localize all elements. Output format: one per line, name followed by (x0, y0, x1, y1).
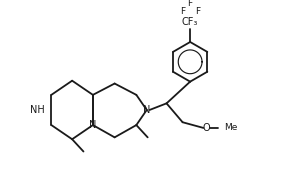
Text: F: F (195, 7, 200, 16)
Text: F: F (180, 7, 185, 16)
Text: O: O (202, 123, 210, 133)
Text: F: F (188, 0, 193, 8)
Text: Me: Me (224, 123, 237, 132)
Text: N: N (143, 105, 151, 115)
Text: N: N (89, 120, 97, 130)
Text: NH: NH (30, 105, 45, 115)
Text: CF₃: CF₃ (182, 17, 198, 27)
